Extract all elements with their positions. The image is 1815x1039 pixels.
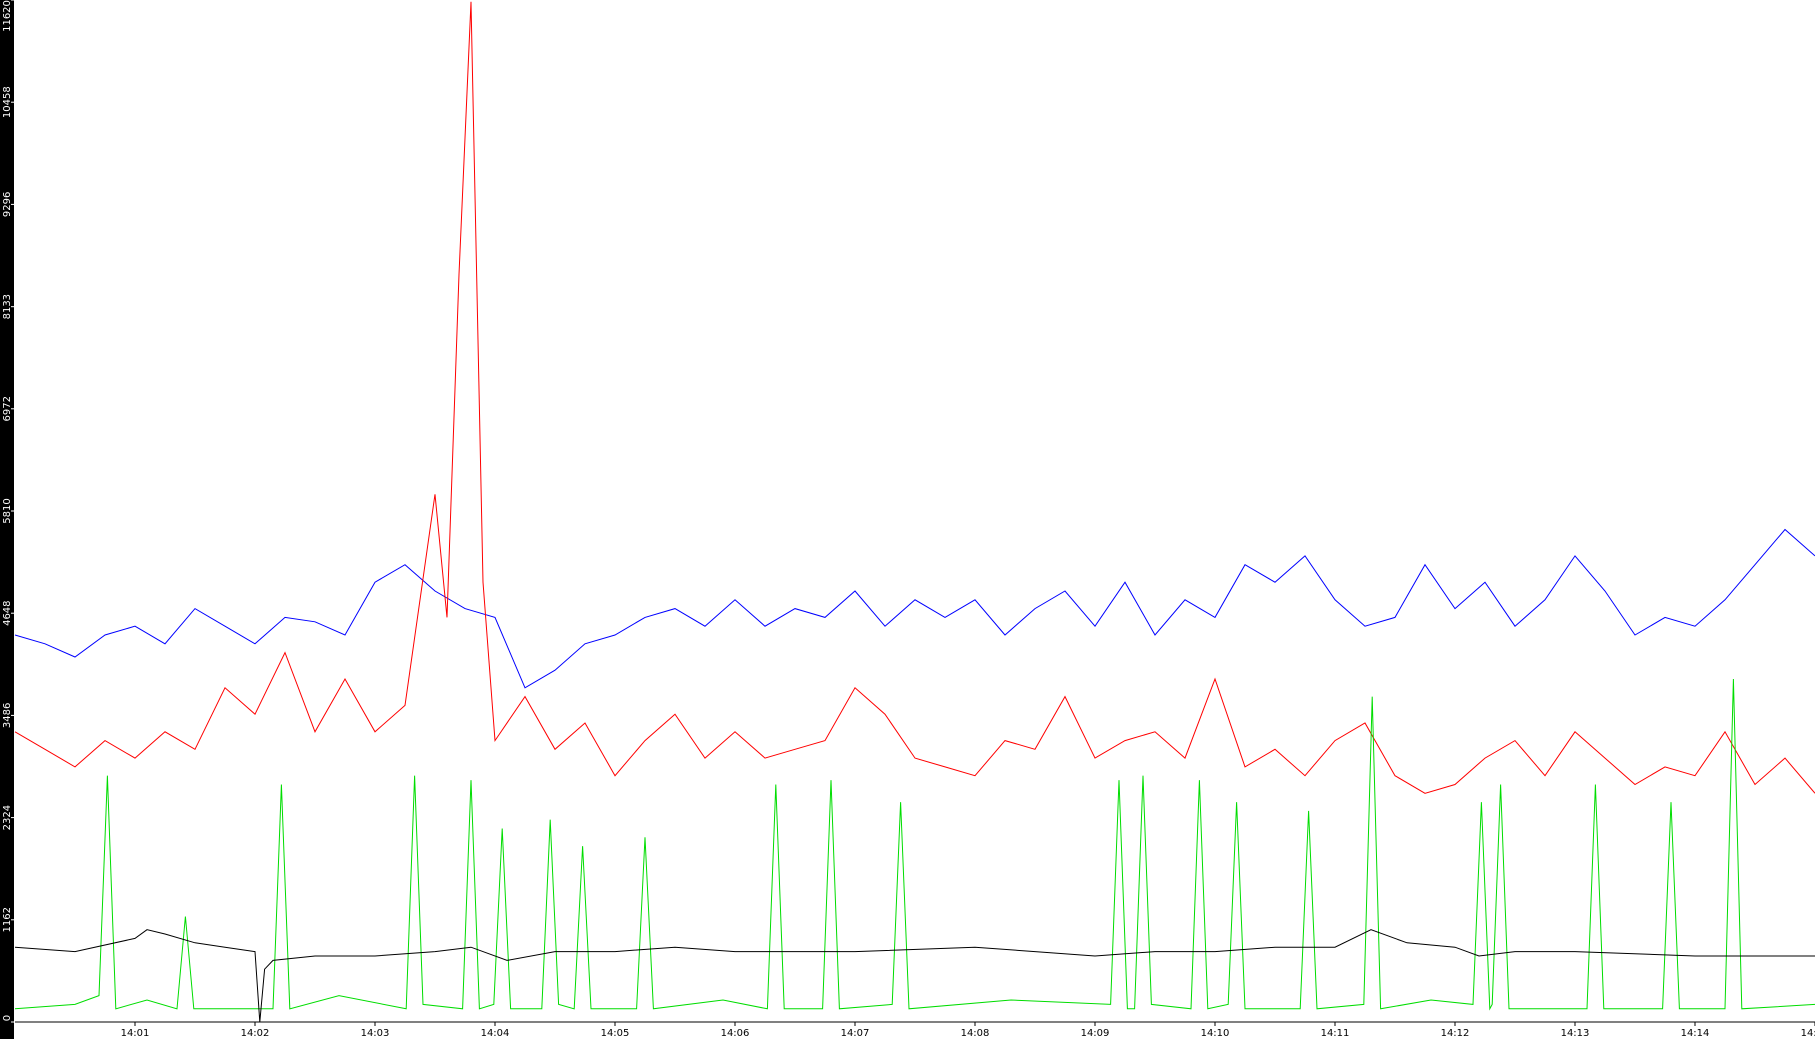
x-tick-label: 14:02: [241, 1028, 270, 1039]
x-tick-label: 14:09: [1081, 1028, 1110, 1039]
x-tick-label: 14:03: [361, 1028, 390, 1039]
series-line: [14, 528, 1815, 689]
x-tick-label: 14:10: [1201, 1028, 1230, 1039]
series-line: [14, 929, 1815, 1023]
y-tick-label: 8133: [2, 294, 13, 319]
x-tick-label: 14:15: [1801, 1028, 1815, 1039]
x-tick-label: 14:01: [121, 1028, 150, 1039]
y-tick-label: 5810: [2, 498, 13, 523]
y-tick-label: 10458: [2, 86, 13, 118]
x-tick-label: 14:04: [481, 1028, 510, 1039]
y-tick-label: 6972: [2, 396, 13, 421]
x-tick-label: 14:14: [1681, 1028, 1710, 1039]
y-tick-label: 4648: [2, 600, 13, 625]
x-tick-label: 14:05: [601, 1028, 630, 1039]
series-line: [14, 1, 1815, 794]
x-tick-label: 14:08: [961, 1028, 990, 1039]
series-line: [14, 678, 1815, 1011]
y-axis-strip: [0, 0, 14, 1039]
y-tick-label: 2324: [2, 805, 13, 830]
y-tick-label: 11620: [2, 0, 13, 32]
x-tick-label: 14:12: [1441, 1028, 1470, 1039]
y-tick-label: 9296: [2, 192, 13, 217]
y-tick-label: 3486: [2, 703, 13, 728]
x-tick-label: 14:11: [1321, 1028, 1350, 1039]
x-tick-label: 14:07: [841, 1028, 870, 1039]
y-tick-label: 1162: [2, 907, 13, 932]
y-tick-label: 0: [2, 1015, 13, 1021]
x-tick-label: 14:13: [1561, 1028, 1590, 1039]
x-tick-label: 14:06: [721, 1028, 750, 1039]
